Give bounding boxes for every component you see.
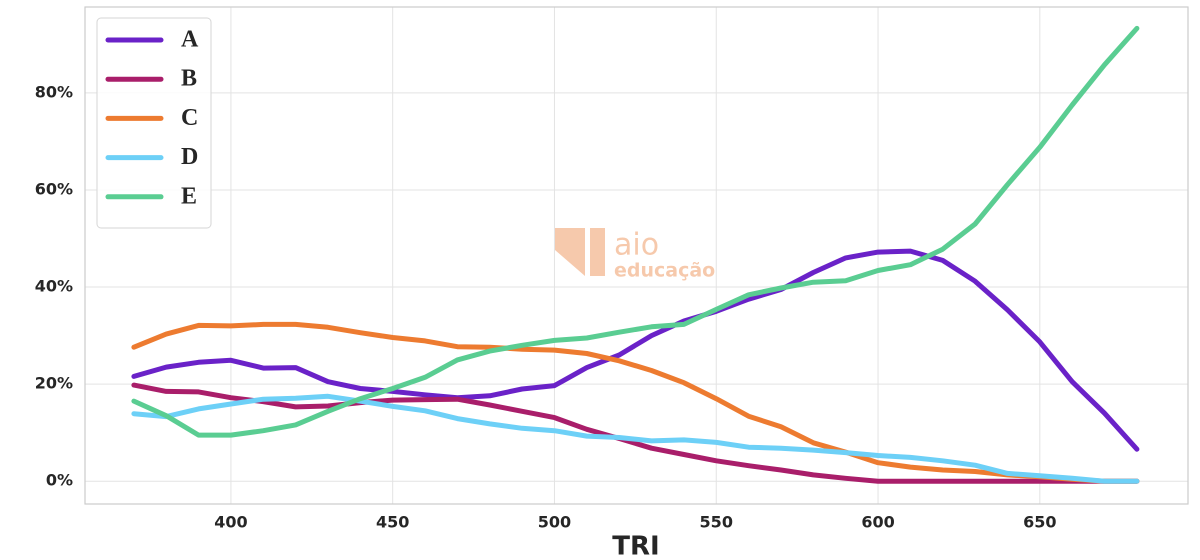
x-tick-label: 550 (700, 513, 733, 532)
x-tick-label: 650 (1023, 513, 1056, 532)
series-line (131, 393, 1140, 484)
legend-label: E (181, 183, 197, 209)
watermark-icon-bar (590, 228, 605, 276)
x-axis-label: TRI (612, 532, 659, 560)
y-tick-label: 60% (35, 179, 73, 198)
x-tick-label: 600 (861, 513, 894, 532)
y-tick-label: 20% (35, 374, 73, 393)
x-tick-label: 500 (538, 513, 571, 532)
legend-label: B (181, 66, 197, 92)
legend-box (96, 17, 212, 229)
watermark-icon (555, 228, 585, 276)
series-line (131, 248, 1140, 452)
y-tick-label: 0% (46, 471, 73, 490)
series-line (131, 25, 1140, 438)
legend-label: C (181, 105, 198, 131)
series-line (131, 382, 1140, 484)
legend-label: D (181, 144, 198, 170)
y-tick-label: 80% (35, 82, 73, 101)
x-tick-label: 450 (376, 513, 409, 532)
series-line (131, 321, 1140, 484)
y-tick-label: 40% (35, 277, 73, 296)
plot-frame (84, 6, 1189, 505)
x-tick-label: 400 (214, 513, 247, 532)
watermark: aio educação (555, 228, 715, 282)
watermark-sub: educação (614, 260, 715, 282)
legend-label: A (181, 27, 199, 53)
watermark-icon-cut (555, 250, 585, 276)
watermark-brand: aio (614, 228, 659, 263)
